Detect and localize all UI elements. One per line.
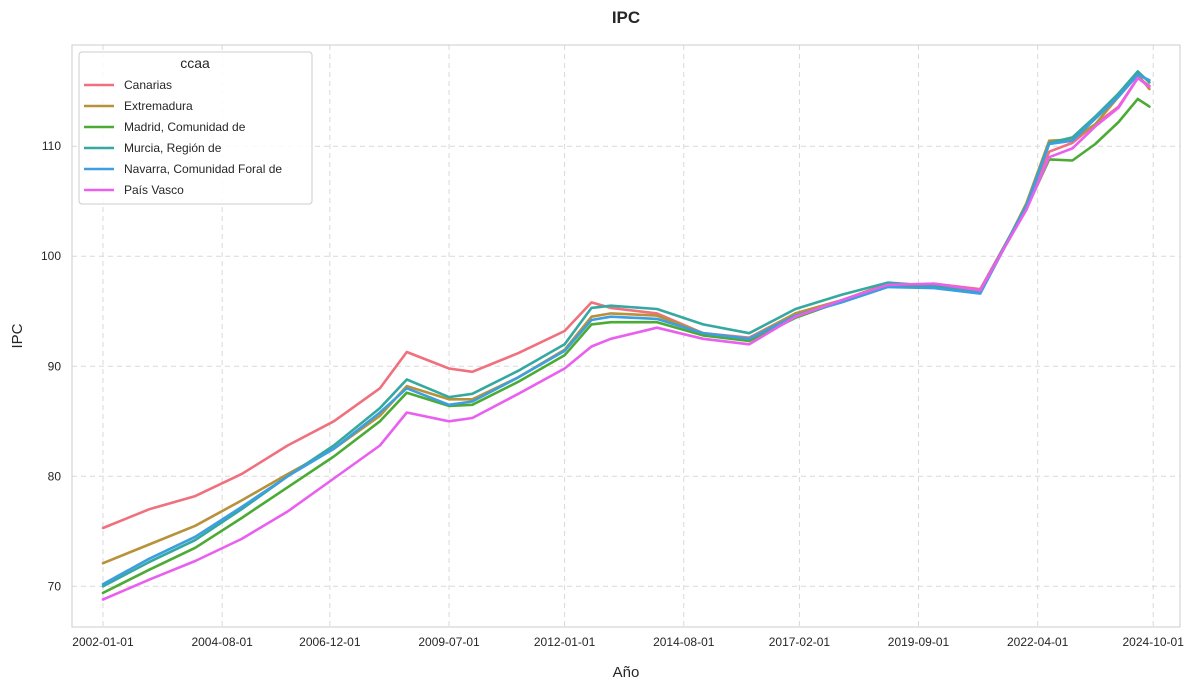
y-tick-label: 100 [41, 249, 61, 263]
x-tick-label: 2024-10-01 [1123, 635, 1185, 649]
legend-title: ccaa [180, 55, 210, 71]
legend-label: Navarra, Comunidad Foral de [124, 162, 282, 176]
legend-label: Murcia, Región de [124, 141, 222, 155]
legend-label: Madrid, Comunidad de [124, 120, 246, 134]
x-axis-label: Año [613, 664, 640, 681]
legend-item: Canarias [84, 78, 172, 92]
plot-frame [71, 44, 1181, 628]
legend-item: Madrid, Comunidad de [84, 120, 246, 134]
legend-label: País Vasco [124, 183, 184, 197]
x-tick-label: 2004-08-01 [191, 635, 253, 649]
x-tick-label: 2012-01-01 [534, 635, 596, 649]
x-tick-label: 2006-12-01 [299, 635, 361, 649]
series-layer [101, 70, 1151, 601]
x-tick-label: 2014-08-01 [653, 635, 715, 649]
series-line-2 [101, 97, 1151, 595]
x-tick-label: 2017-02-01 [769, 635, 831, 649]
series-line-5 [101, 76, 1151, 601]
legend-item: Murcia, Región de [84, 141, 222, 155]
tick-layer: 2002-01-01 2004-08-01 2006-12-01 2009-07-01… [41, 139, 1184, 649]
legend-items: Canarias Extremadura Madrid, Comunidad de M… [84, 78, 282, 197]
chart-title: IPC [612, 8, 640, 27]
y-tick-label: 70 [48, 579, 62, 593]
legend-label: Extremadura [124, 99, 193, 113]
legend: ccaa Canarias Extremadura Madrid, Comunida… [78, 51, 313, 205]
y-tick-label: 110 [42, 139, 61, 153]
legend-item: Navarra, Comunidad Foral de [84, 162, 282, 176]
legend-item: País Vasco [84, 183, 184, 197]
legend-item: Extremadura [84, 99, 193, 113]
x-tick-label: 2002-01-01 [72, 635, 134, 649]
legend-box [78, 51, 313, 205]
y-tick-label: 80 [48, 469, 62, 483]
series-line-3 [101, 70, 1151, 588]
y-tick-label: 90 [48, 359, 62, 373]
x-tick-label: 2019-09-01 [888, 635, 950, 649]
x-tick-label: 2009-07-01 [418, 635, 480, 649]
legend-label: Canarias [124, 78, 172, 92]
series-line-4 [101, 73, 1151, 586]
x-tick-label: 2022-04-01 [1007, 635, 1069, 649]
y-axis-label: IPC [9, 323, 26, 348]
